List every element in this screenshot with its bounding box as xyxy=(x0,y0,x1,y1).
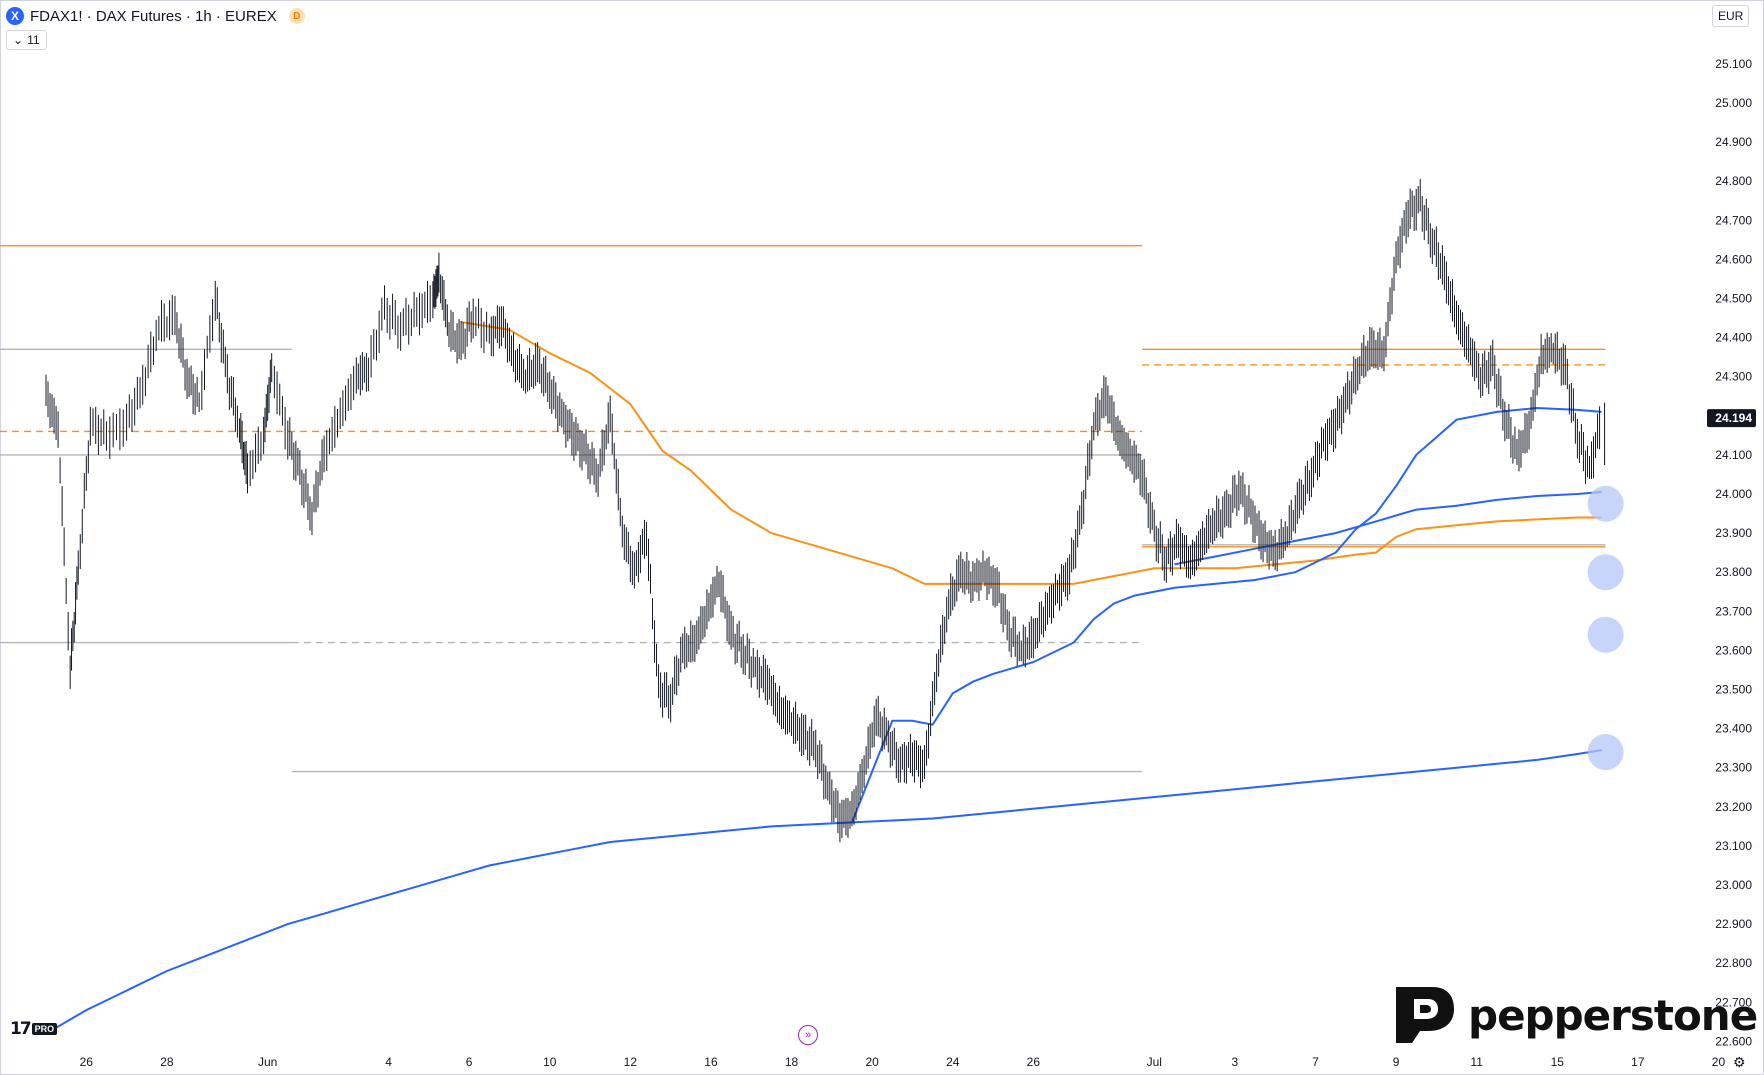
time-tick-label: 18 xyxy=(785,1055,799,1069)
price-tick-label: 24.500 xyxy=(1715,292,1752,306)
price-axis: 22.600 22.700 22.800 22.900 23.000 23.100 23.2… xyxy=(1707,57,1756,1048)
pepperstone-logo-icon xyxy=(1396,987,1454,1043)
level-marker xyxy=(1587,554,1624,591)
price-tick-label: 24.700 xyxy=(1715,213,1752,227)
price-tick-label: 23.800 xyxy=(1715,565,1752,579)
price-tick-label: 22.800 xyxy=(1715,956,1752,970)
time-tick-label: 12 xyxy=(624,1055,638,1069)
price-tick-label: 24.900 xyxy=(1715,135,1752,149)
chevron-down-icon: ⌄ xyxy=(13,33,24,47)
horizontal-levels xyxy=(0,245,1606,773)
level-marker xyxy=(1587,616,1624,653)
time-tick-label: 24 xyxy=(946,1055,960,1069)
time-tick-label: 26 xyxy=(80,1055,94,1069)
double-arrow-right-icon: » xyxy=(804,1029,812,1041)
price-tick-label: 23.200 xyxy=(1715,800,1752,814)
scroll-to-realtime-button[interactable]: » xyxy=(798,1025,818,1045)
time-tick-label: 26 xyxy=(1027,1055,1041,1069)
level-marker xyxy=(1587,485,1624,522)
series-line xyxy=(460,321,1602,585)
time-tick-label: 3 xyxy=(1232,1055,1239,1069)
tradingview-mark-icon: 17 xyxy=(10,1019,32,1039)
brand-name: pepperstone xyxy=(1468,990,1758,1040)
time-axis: 26 28 Jun 4 6 10 12 16 18 20 24 26 Jul 3 7 9 11 15 17 20 xyxy=(80,1055,1726,1069)
price-series xyxy=(45,179,1606,843)
price-tick-label: 24.800 xyxy=(1715,174,1752,188)
price-tick-label: 25.000 xyxy=(1715,96,1752,110)
price-tick-label: 24.300 xyxy=(1715,370,1752,384)
price-tick-label: 23.900 xyxy=(1715,526,1752,540)
time-tick-label: 28 xyxy=(160,1055,174,1069)
price-tick-label: 23.100 xyxy=(1715,839,1752,853)
price-tick-label: 23.000 xyxy=(1715,878,1752,892)
price-tick-label: 25.100 xyxy=(1715,57,1752,71)
indicators-toggle-button[interactable]: ⌄ 11 xyxy=(6,30,47,50)
time-tick-label: 6 xyxy=(466,1055,473,1069)
time-tick-label: 9 xyxy=(1393,1055,1400,1069)
series-line xyxy=(45,749,1602,1035)
time-tick-label: 4 xyxy=(385,1055,392,1069)
price-tick-label: 23.500 xyxy=(1715,683,1752,697)
price-tick-label: 22.600 xyxy=(1715,1034,1752,1048)
price-tick-label: 23.400 xyxy=(1715,722,1752,736)
price-tick-label: 22.700 xyxy=(1715,995,1752,1009)
price-tick-label: 24.400 xyxy=(1715,331,1752,345)
price-tick-label: 24.600 xyxy=(1715,252,1752,266)
delayed-data-badge[interactable]: D xyxy=(288,8,305,24)
time-tick-label: 20 xyxy=(1712,1055,1726,1069)
time-tick-label: 16 xyxy=(704,1055,718,1069)
time-tick-label: 10 xyxy=(543,1055,557,1069)
tradingview-logo[interactable]: 17 PRO xyxy=(10,1019,58,1039)
time-tick-label: 15 xyxy=(1551,1055,1565,1069)
settings-gear-icon[interactable]: ⚙ xyxy=(1733,1054,1746,1070)
price-tick-label: 22.900 xyxy=(1715,917,1752,931)
time-tick-label: 20 xyxy=(865,1055,879,1069)
symbol-logo-icon: X xyxy=(6,7,24,25)
price-tick-label: 24.100 xyxy=(1715,448,1752,462)
price-tick-label: 23.300 xyxy=(1715,761,1752,775)
symbol-header[interactable]: X FDAX1! · DAX Futures · 1h · EUREX D xyxy=(6,5,305,27)
series-line xyxy=(1174,491,1602,566)
series-line xyxy=(851,406,1602,823)
time-tick-label: 7 xyxy=(1312,1055,1319,1069)
symbol-title[interactable]: FDAX1! · DAX Futures · 1h · EUREX xyxy=(30,7,277,25)
last-price-tag xyxy=(1707,409,1756,428)
indicators-count: 11 xyxy=(27,33,40,47)
price-tick-label: 23.600 xyxy=(1715,643,1752,657)
price-tick-label: 24.000 xyxy=(1715,487,1752,501)
currency-label: EUR xyxy=(1718,9,1744,23)
currency-button[interactable]: EUR xyxy=(1712,5,1750,27)
pepperstone-watermark: pepperstone xyxy=(1392,983,1758,1047)
time-tick-label: Jul xyxy=(1147,1055,1162,1069)
level-markers xyxy=(1587,485,1624,771)
pro-badge: PRO xyxy=(31,1023,58,1035)
time-tick-label: 17 xyxy=(1631,1055,1645,1069)
indicator-series xyxy=(45,321,1602,1035)
time-tick-label: 11 xyxy=(1470,1055,1483,1069)
time-tick-label: Jun xyxy=(258,1055,277,1069)
price-tick-label: 23.700 xyxy=(1715,604,1752,618)
level-marker xyxy=(1587,734,1624,771)
last-price-label: 24.194 xyxy=(1715,411,1752,425)
